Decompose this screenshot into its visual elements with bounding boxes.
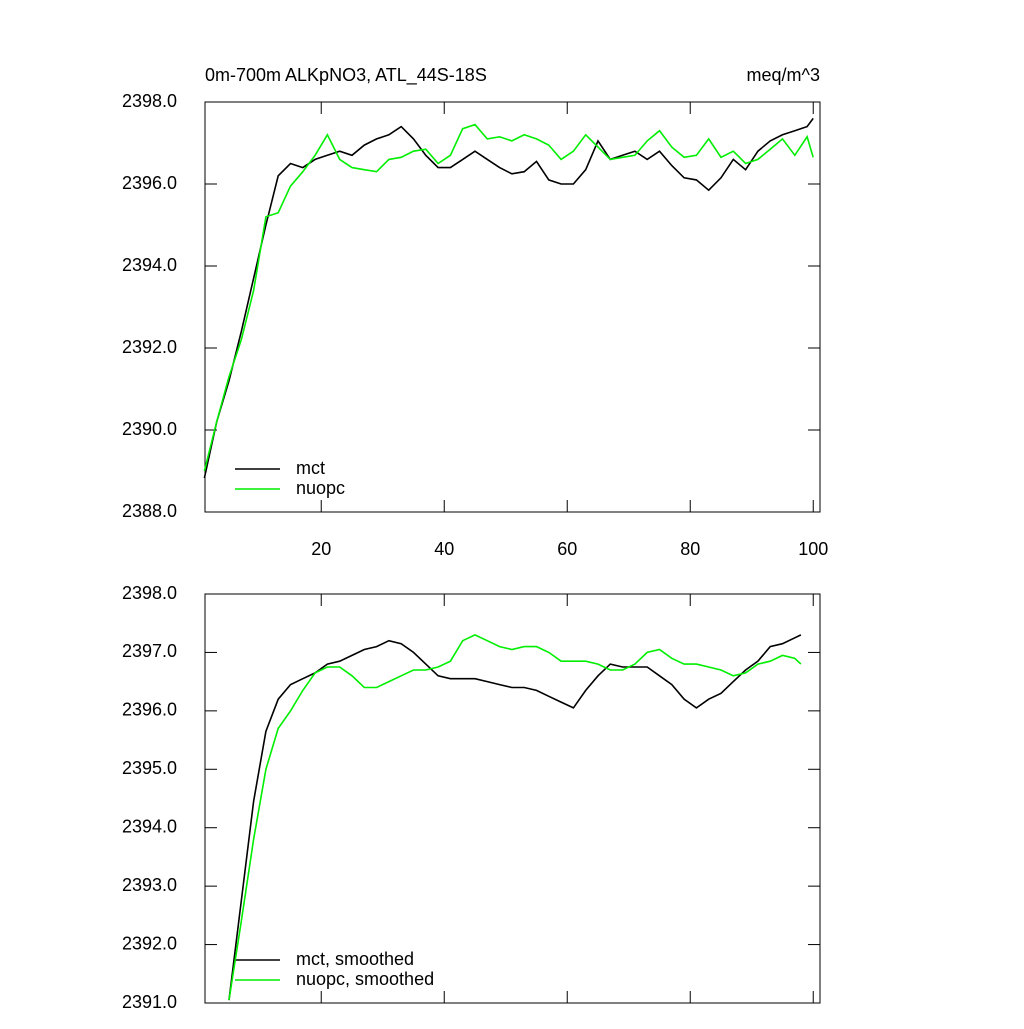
series-line bbox=[228, 634, 802, 1001]
y-tick-label: 2392.0 bbox=[122, 933, 177, 953]
legend-label: nuopc, smoothed bbox=[296, 969, 434, 989]
chart-title: 0m-700m ALKpNO3, ATL_44S-18S bbox=[205, 65, 487, 86]
y-tick-label: 2398.0 bbox=[122, 91, 177, 111]
y-tick-label: 2394.0 bbox=[122, 255, 177, 275]
series-line bbox=[203, 123, 814, 472]
series-line bbox=[203, 117, 814, 479]
x-tick-label: 60 bbox=[557, 539, 577, 559]
series-line bbox=[228, 634, 802, 1001]
y-tick-label: 2397.0 bbox=[122, 641, 177, 661]
y-tick-label: 2396.0 bbox=[122, 173, 177, 193]
legend-label: mct, smoothed bbox=[296, 949, 414, 969]
legend-label: nuopc bbox=[296, 478, 345, 498]
y-tick-label: 2398.0 bbox=[122, 583, 177, 603]
y-tick-label: 2388.0 bbox=[122, 501, 177, 521]
x-tick-label: 80 bbox=[680, 539, 700, 559]
y-tick-label: 2396.0 bbox=[122, 700, 177, 720]
y-tick-label: 2391.0 bbox=[122, 992, 177, 1012]
y-tick-label: 2393.0 bbox=[122, 875, 177, 895]
y-tick-label: 2394.0 bbox=[122, 816, 177, 836]
x-tick-label: 40 bbox=[434, 539, 454, 559]
units-label: meq/m^3 bbox=[747, 65, 820, 85]
x-tick-label: 100 bbox=[798, 539, 828, 559]
x-tick-label: 20 bbox=[311, 539, 331, 559]
legend-label: mct bbox=[296, 458, 325, 478]
y-tick-label: 2392.0 bbox=[122, 337, 177, 357]
y-tick-label: 2390.0 bbox=[122, 419, 177, 439]
plot-frame bbox=[204, 101, 821, 513]
plot-frame bbox=[204, 593, 821, 1004]
y-tick-label: 2395.0 bbox=[122, 758, 177, 778]
